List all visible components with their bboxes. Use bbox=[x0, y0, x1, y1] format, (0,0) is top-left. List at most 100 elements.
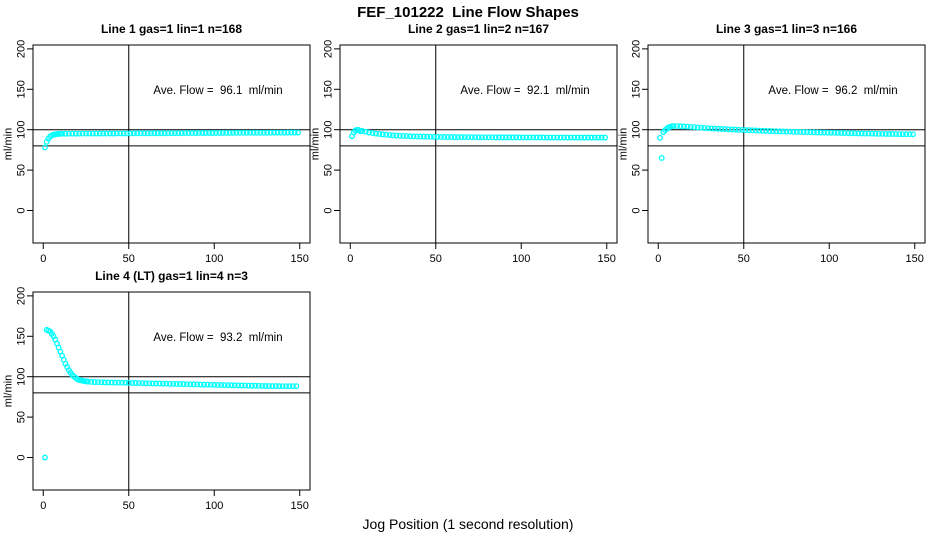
data-point bbox=[48, 330, 55, 337]
reference-lines bbox=[340, 45, 617, 243]
page-title: FEF_101222 Line Flow Shapes bbox=[357, 4, 579, 21]
data-point bbox=[444, 134, 451, 140]
data-point bbox=[413, 133, 420, 140]
data-point bbox=[903, 131, 910, 138]
data-point bbox=[725, 126, 732, 133]
data-point bbox=[489, 134, 496, 141]
data-point bbox=[86, 130, 93, 137]
data-point bbox=[255, 382, 262, 389]
x-tick-label: 100 bbox=[512, 253, 530, 265]
data-point bbox=[547, 134, 554, 141]
data-point bbox=[424, 133, 431, 140]
y-tick-label: 0 bbox=[16, 454, 28, 460]
data-point bbox=[173, 381, 180, 387]
data-point bbox=[875, 130, 882, 137]
data-point bbox=[581, 134, 588, 141]
data-point bbox=[780, 128, 787, 135]
data-point bbox=[202, 130, 209, 136]
data-point bbox=[376, 131, 383, 137]
data-point bbox=[103, 130, 110, 137]
data-point bbox=[228, 382, 235, 389]
data-point bbox=[218, 382, 225, 388]
data-point bbox=[451, 134, 458, 141]
data-point bbox=[858, 130, 865, 137]
y-tick-label: 200 bbox=[631, 40, 643, 58]
data-point bbox=[101, 379, 108, 386]
data-point bbox=[79, 130, 86, 137]
data-point bbox=[134, 130, 141, 137]
data-point bbox=[124, 130, 130, 137]
data-point bbox=[274, 129, 281, 136]
data-point bbox=[185, 130, 192, 137]
data-point bbox=[728, 126, 735, 133]
data-point bbox=[776, 128, 783, 135]
data-point bbox=[441, 134, 448, 140]
subplot-3-canvas: 0 50 100 150 200 ml/min 0 50 100 150 bbox=[618, 40, 926, 265]
data-point bbox=[204, 381, 211, 388]
data-point bbox=[691, 124, 698, 131]
data-point bbox=[144, 130, 151, 137]
data-point bbox=[266, 383, 272, 389]
data-point bbox=[896, 131, 903, 138]
subplot-3-ave-flow-annotation: Ave. Flow = 96.2 ml/min bbox=[768, 85, 898, 97]
data-point bbox=[209, 130, 216, 136]
data-point bbox=[786, 128, 793, 135]
y-axis: 0 50 100 150 200 bbox=[16, 287, 33, 461]
data-point bbox=[383, 131, 390, 138]
plot-box bbox=[339, 44, 618, 244]
data-point bbox=[254, 129, 260, 136]
y-axis: 0 50 100 150 200 bbox=[16, 40, 33, 214]
data-point bbox=[243, 129, 250, 136]
data-point bbox=[189, 130, 195, 137]
y-tick-label: 50 bbox=[16, 411, 28, 423]
data-point bbox=[403, 133, 410, 140]
data-point bbox=[513, 134, 520, 141]
data-point bbox=[118, 379, 125, 386]
data-point bbox=[550, 134, 557, 141]
y-tick-label: 150 bbox=[323, 80, 335, 98]
data-point bbox=[602, 134, 608, 141]
data-point bbox=[684, 123, 691, 130]
data-points bbox=[42, 129, 301, 151]
x-tick-label: 0 bbox=[347, 253, 353, 265]
data-point bbox=[591, 134, 598, 141]
data-point bbox=[482, 134, 489, 141]
data-point bbox=[821, 129, 828, 136]
data-point bbox=[142, 380, 149, 387]
data-point bbox=[665, 124, 672, 131]
data-point bbox=[151, 130, 158, 137]
data-point bbox=[132, 380, 139, 386]
data-points bbox=[349, 126, 608, 141]
data-point bbox=[523, 134, 530, 141]
data-point bbox=[763, 127, 769, 134]
data-point bbox=[427, 133, 434, 140]
data-point bbox=[506, 134, 513, 141]
data-point bbox=[431, 133, 437, 140]
data-point bbox=[701, 124, 708, 131]
data-point bbox=[183, 381, 190, 388]
data-point bbox=[149, 380, 156, 387]
data-point bbox=[807, 129, 814, 136]
x-axis: 0 50 100 150 bbox=[655, 243, 924, 265]
data-point bbox=[182, 130, 189, 137]
data-point bbox=[113, 130, 120, 137]
data-point bbox=[190, 381, 197, 388]
y-axis-title: ml/min bbox=[310, 128, 322, 160]
data-point bbox=[269, 383, 276, 390]
data-point bbox=[869, 130, 875, 137]
subplot-3-title: Line 3 gas=1 lin=3 n=166 bbox=[715, 22, 858, 36]
data-point bbox=[906, 131, 913, 138]
x-axis: 0 50 100 150 bbox=[40, 243, 309, 265]
data-point bbox=[410, 133, 417, 140]
data-point bbox=[271, 129, 278, 136]
data-point bbox=[252, 382, 259, 389]
data-point bbox=[828, 129, 834, 136]
x-tick-label: 150 bbox=[598, 253, 616, 265]
data-point bbox=[668, 123, 675, 130]
data-point bbox=[248, 382, 255, 389]
data-points bbox=[657, 123, 916, 161]
data-point bbox=[704, 125, 711, 132]
data-point bbox=[213, 130, 219, 136]
data-point bbox=[499, 134, 506, 141]
data-point bbox=[168, 130, 175, 137]
